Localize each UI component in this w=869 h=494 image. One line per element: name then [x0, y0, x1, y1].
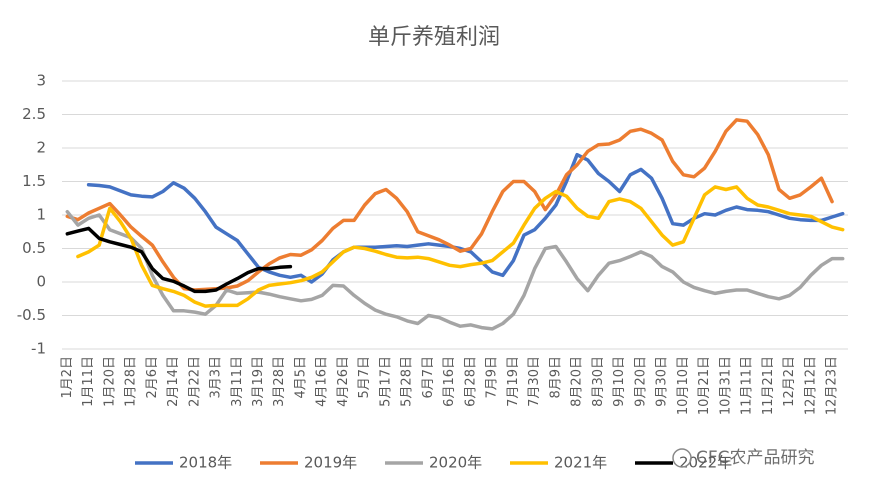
x-tick-label: 2月6日 — [145, 356, 160, 399]
series-line — [76, 185, 845, 308]
watermark-icon — [672, 448, 692, 468]
x-tick-label: 1月2日 — [60, 356, 75, 399]
watermark: CFC农产品研究 — [696, 448, 815, 468]
y-tick-label: 0 — [36, 273, 46, 291]
x-tick-label: 8月20日 — [570, 356, 585, 407]
x-tick-label: 5月17日 — [378, 356, 393, 407]
x-tick-label: 7月19日 — [506, 356, 521, 407]
legend-label: 2018年 — [179, 454, 232, 472]
x-tick-label: 10月21日 — [697, 356, 712, 415]
y-tick-label: 2 — [36, 139, 46, 157]
legend-label: 2022年 — [679, 454, 732, 472]
x-tick-label: 1月28日 — [124, 356, 139, 407]
x-tick-label: 2月22日 — [187, 356, 202, 407]
x-tick-label: 4月16日 — [315, 356, 330, 407]
x-tick-label: 10月10日 — [676, 356, 691, 415]
x-tick-label: 5月28日 — [400, 356, 415, 407]
series-line — [86, 152, 845, 284]
series-line — [65, 209, 845, 331]
x-tick-label: 11月21日 — [761, 356, 776, 415]
x-tick-label: 12月12日 — [803, 356, 818, 415]
x-tick-label: 9月30日 — [655, 356, 670, 407]
x-tick-label: 9月20日 — [633, 356, 648, 407]
y-tick-label: 1.5 — [22, 172, 46, 190]
x-tick-label: 9月10日 — [612, 356, 627, 407]
y-tick-label: -1 — [31, 340, 46, 358]
legend-label: 2020年 — [429, 454, 482, 472]
chart-title: 单斤养殖利润 — [368, 25, 500, 50]
y-tick-label: 0.5 — [22, 239, 46, 257]
x-tick-label: 3月11日 — [230, 356, 245, 407]
x-tick-label: 3月19日 — [251, 356, 266, 407]
x-tick-label: 8月30日 — [591, 356, 606, 407]
x-tick-label: 1月20日 — [102, 356, 117, 407]
x-tick-label: 1月11日 — [81, 356, 96, 407]
x-tick-label: 12月23日 — [825, 356, 840, 415]
x-tick-label: 5月7日 — [357, 356, 372, 399]
x-tick-label: 12月2日 — [782, 356, 797, 407]
series-line — [65, 226, 293, 294]
x-tick-label: 6月7日 — [421, 356, 436, 399]
x-tick-label: 7月9日 — [485, 356, 500, 399]
x-tick-label: 7月30日 — [527, 356, 542, 407]
x-tick-label: 3月3日 — [209, 356, 224, 399]
legend-label: 2019年 — [304, 454, 357, 472]
y-tick-label: -0.5 — [17, 306, 46, 324]
legend-label: 2021年 — [554, 454, 607, 472]
x-tick-label: 10月31日 — [718, 356, 733, 415]
x-tick-label: 3月28日 — [272, 356, 287, 407]
x-tick-label: 6月16日 — [442, 356, 457, 407]
x-tick-label: 8月9日 — [548, 356, 563, 399]
x-tick-label: 2月14日 — [166, 356, 181, 407]
x-tick-label: 4月26日 — [336, 356, 351, 407]
x-tick-label: 6月28日 — [463, 356, 478, 407]
x-tick-label: 4月5日 — [293, 356, 308, 399]
y-tick-label: 2.5 — [22, 105, 46, 123]
y-tick-label: 1 — [36, 206, 46, 224]
x-tick-label: 11月11日 — [740, 356, 755, 415]
y-tick-label: 3 — [36, 72, 46, 90]
